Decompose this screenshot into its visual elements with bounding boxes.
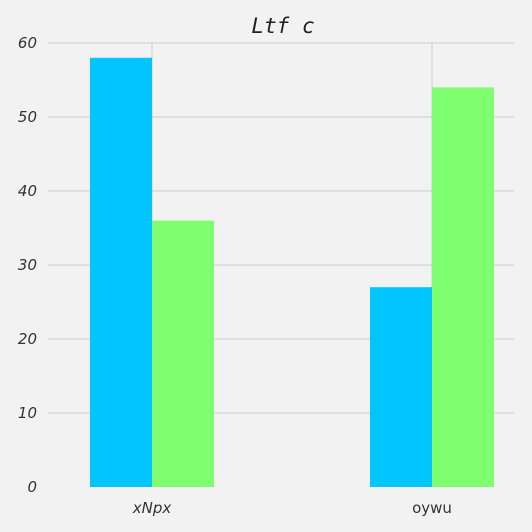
y-tick-label: 50 bbox=[18, 108, 37, 126]
chart-title: Ltf c bbox=[251, 14, 314, 38]
y-tick-label: 60 bbox=[18, 34, 37, 52]
x-tick-label: xNpx bbox=[132, 499, 172, 517]
y-tick-label: 30 bbox=[18, 256, 37, 274]
bar-series-1-oywu bbox=[370, 287, 432, 487]
y-tick-label: 40 bbox=[18, 182, 37, 200]
y-tick-label: 10 bbox=[18, 404, 37, 422]
y-tick-label: 20 bbox=[18, 330, 37, 348]
tick-label-layer: 0 10 20 30 40 50 60 xNpx oywu bbox=[18, 34, 452, 517]
bar-layer bbox=[90, 57, 494, 488]
bar-series-2-xNpx bbox=[152, 220, 214, 487]
y-tick-label: 0 bbox=[27, 478, 37, 496]
x-tick-label: oywu bbox=[412, 499, 452, 517]
bar-series-2-oywu bbox=[432, 87, 494, 488]
bar-series-1-xNpx bbox=[90, 57, 152, 488]
